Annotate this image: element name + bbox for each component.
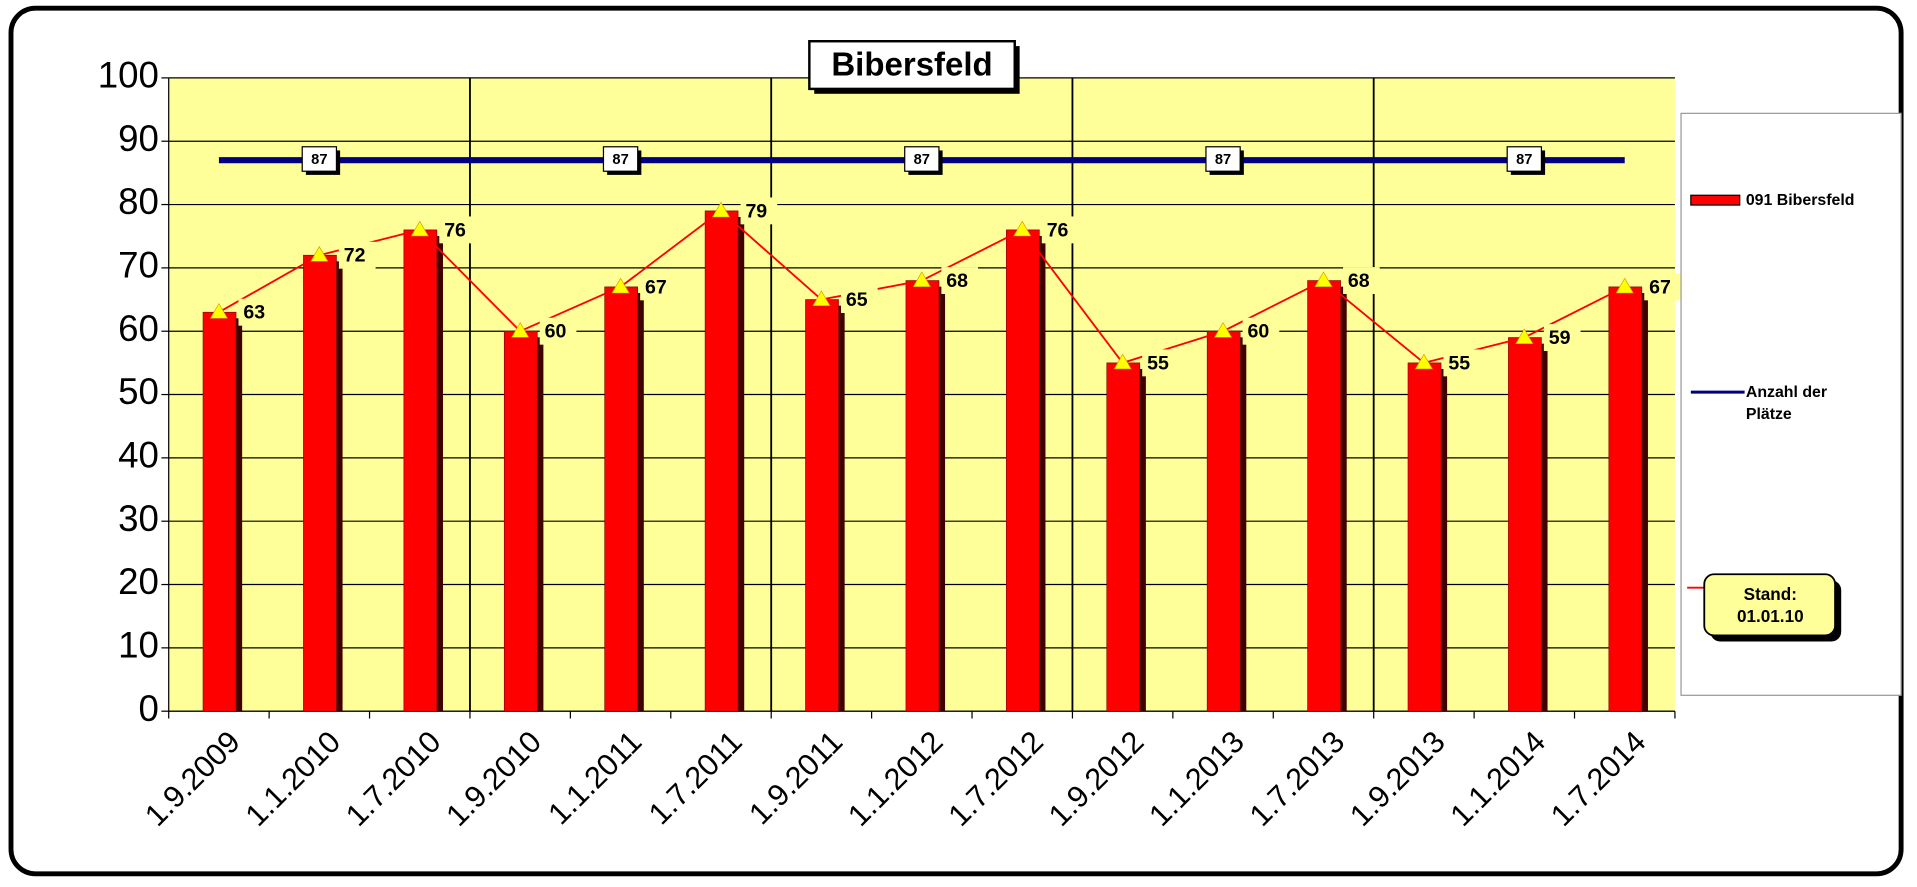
- y-tick-label: 30: [118, 498, 159, 539]
- y-tick-label: 50: [118, 371, 159, 412]
- value-label-bg: [1142, 349, 1179, 377]
- y-tick-label: 20: [118, 561, 159, 602]
- value-label: 76: [444, 219, 466, 241]
- value-label-box: [1506, 146, 1543, 172]
- value-label-bg: [640, 273, 677, 301]
- legend-text-wrap: Anzahl der Plätze: [1745, 382, 1828, 423]
- annotation-box: [1703, 573, 1837, 637]
- y-tick-label: 100: [98, 55, 159, 96]
- y-tick-label: 90: [118, 118, 159, 159]
- triangle-marker: [1113, 353, 1132, 370]
- value-label-box: [1205, 146, 1241, 172]
- value-label-bg: [1443, 349, 1481, 377]
- triangle-marker: [410, 220, 429, 237]
- triangle-marker: [812, 290, 831, 306]
- value-label-bg: [1242, 317, 1280, 345]
- bar: [1508, 337, 1542, 712]
- value-label-bg: [539, 317, 577, 345]
- value-label: 59: [1549, 327, 1571, 349]
- bar: [805, 299, 839, 712]
- value-label-box: [602, 146, 639, 172]
- value-label: 60: [545, 321, 567, 343]
- value-label: 68: [946, 270, 968, 292]
- y-tick-label: 60: [118, 308, 159, 349]
- triangle-marker: [711, 201, 731, 218]
- triangle-marker: [1615, 277, 1634, 294]
- value-label: 79: [745, 200, 767, 222]
- triangle-marker: [1314, 271, 1333, 287]
- value-label-bg: [1343, 267, 1380, 294]
- legend-label: Anzahl der Plätze: [1745, 382, 1828, 423]
- triangle-marker: [1515, 328, 1534, 344]
- value-label: 87: [914, 152, 930, 168]
- value-label-box: [301, 146, 338, 172]
- bar: [1006, 229, 1040, 712]
- value-label: 60: [1248, 321, 1270, 343]
- triangle-marker: [310, 246, 329, 262]
- y-tick-label: 10: [118, 625, 159, 666]
- value-label: 55: [1448, 352, 1470, 374]
- bar: [202, 311, 237, 712]
- y-tick-label: 0: [139, 688, 159, 729]
- value-label: 68: [1348, 270, 1370, 292]
- y-tick-label: 40: [118, 435, 159, 476]
- triangle-marker: [1414, 353, 1433, 370]
- legend-text-wrap: 091 Bibersfeld: [1745, 190, 1855, 209]
- triangle-marker: [511, 322, 530, 338]
- value-label: 72: [344, 245, 366, 267]
- title-box: [808, 39, 1016, 91]
- bar: [1307, 280, 1341, 712]
- value-label: 87: [311, 152, 327, 168]
- value-label: 67: [645, 276, 667, 298]
- value-label-bg: [941, 267, 979, 294]
- triangle-marker: [611, 277, 630, 294]
- value-label-box: [904, 146, 940, 172]
- value-label: 55: [1147, 352, 1169, 374]
- chart-title: Bibersfeld: [831, 46, 992, 83]
- legend-label: 091 Bibersfeld: [1745, 190, 1855, 209]
- annotation-wrap: Stand: 01.01.10: [1736, 584, 1804, 626]
- triangle-marker: [912, 271, 931, 287]
- value-label-bg: [338, 241, 376, 269]
- bar: [303, 254, 337, 712]
- value-label-bg: [238, 298, 276, 326]
- annotation: Stand: 01.01.10: [1736, 584, 1804, 626]
- y-tick-label: 70: [118, 245, 159, 286]
- bar: [1206, 330, 1241, 712]
- legend-swatch: [1690, 194, 1741, 206]
- value-label: 87: [1215, 152, 1231, 168]
- value-label: 76: [1047, 219, 1069, 241]
- bar: [403, 229, 438, 712]
- value-label: 63: [243, 302, 265, 324]
- value-label-bg: [1041, 216, 1079, 244]
- triangle-marker: [1013, 220, 1032, 237]
- value-label: 87: [1516, 152, 1532, 168]
- value-label-bg: [1543, 324, 1581, 351]
- y-tick-label: 80: [118, 181, 159, 222]
- bar: [1106, 362, 1141, 712]
- bar: [905, 280, 940, 712]
- value-label: 67: [1649, 276, 1671, 298]
- bar: [704, 210, 739, 712]
- value-label: 87: [612, 152, 628, 168]
- bar: [1407, 362, 1442, 712]
- value-label-bg: [439, 216, 476, 244]
- bar: [1608, 286, 1643, 712]
- value-label: 65: [846, 289, 868, 311]
- value-label-bg: [1644, 273, 1681, 301]
- bar: [604, 286, 639, 712]
- triangle-marker: [1213, 322, 1233, 338]
- value-label-bg: [740, 197, 778, 225]
- value-label-bg: [840, 286, 878, 313]
- triangle-marker: [209, 303, 229, 319]
- bar: [503, 330, 538, 712]
